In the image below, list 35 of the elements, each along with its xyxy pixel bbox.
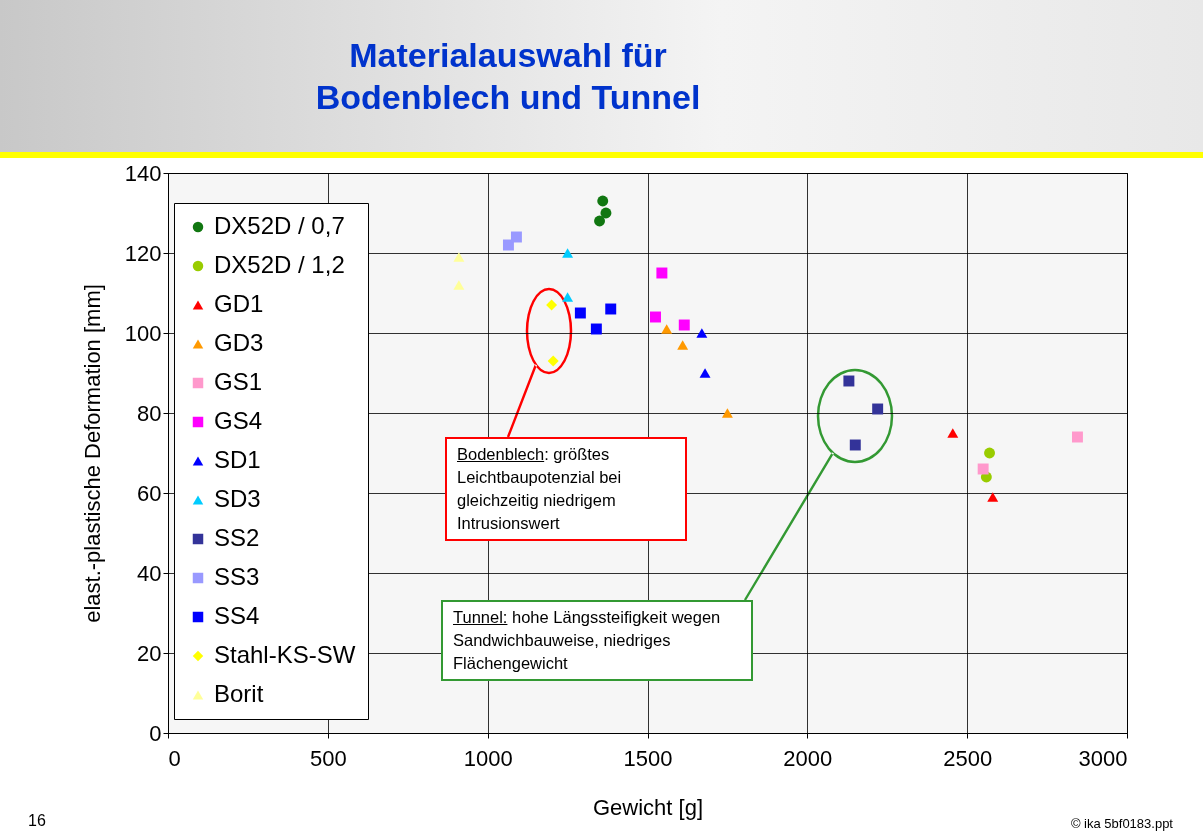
x-tick-label: 1500 [623,745,673,771]
legend-label: DX52D / 1,2 [214,251,345,278]
text: © ika 5bf0183.ppt [1070,816,1173,831]
x-axis-title: Gewicht [g] [592,794,704,820]
x-tick-label: 3000 [1078,745,1128,771]
y-tick-label: 80 [137,400,162,426]
y-tick-label: 40 [137,560,162,586]
x-tick-label: 500 [309,745,347,771]
legend-label: GS4 [214,407,263,434]
y-tick-label: 60 [137,480,162,506]
x-tick-label: 0 [168,745,181,771]
x-tick-label: 2000 [783,745,833,771]
legend-label: GS1 [214,368,263,395]
legend-label: SS4 [214,602,260,629]
legend-label: SD3 [214,485,261,512]
y-tick-label: 100 [124,320,162,346]
legend-label: SS2 [214,524,260,551]
note-box: Tunnel: hohe Längssteifigkeit wegen Sandwichbauweise, niedriges Flächengewicht [441,600,753,681]
y-tick-label: 0 [149,720,162,746]
legend-label: DX52D / 0,7 [214,212,345,239]
legend-label: GD1 [214,290,264,317]
legend-label: SS3 [214,563,260,590]
chart-title: Materialauswahl für Bodenblech und Tunnel [314,35,702,118]
legend-label: SD1 [214,446,261,473]
y-axis-title: elast.-plastische Deformation [mm] [79,284,105,623]
y-tick-label: 20 [137,640,162,666]
legend-label: Stahl-KS-SW [214,641,356,668]
x-tick-label: 2500 [943,745,993,771]
legend-label: Borit [214,680,264,707]
text: 16 [28,812,46,830]
y-tick-label: 120 [124,240,162,266]
x-tick-label: 1000 [463,745,513,771]
note-box: Bodenblech: größtes Leichtbaupotenzial bei gleichzeitig niedrigem Intrusionswert [445,437,687,541]
legend-label: GD3 [214,329,264,356]
y-tick-label: 140 [124,160,162,186]
